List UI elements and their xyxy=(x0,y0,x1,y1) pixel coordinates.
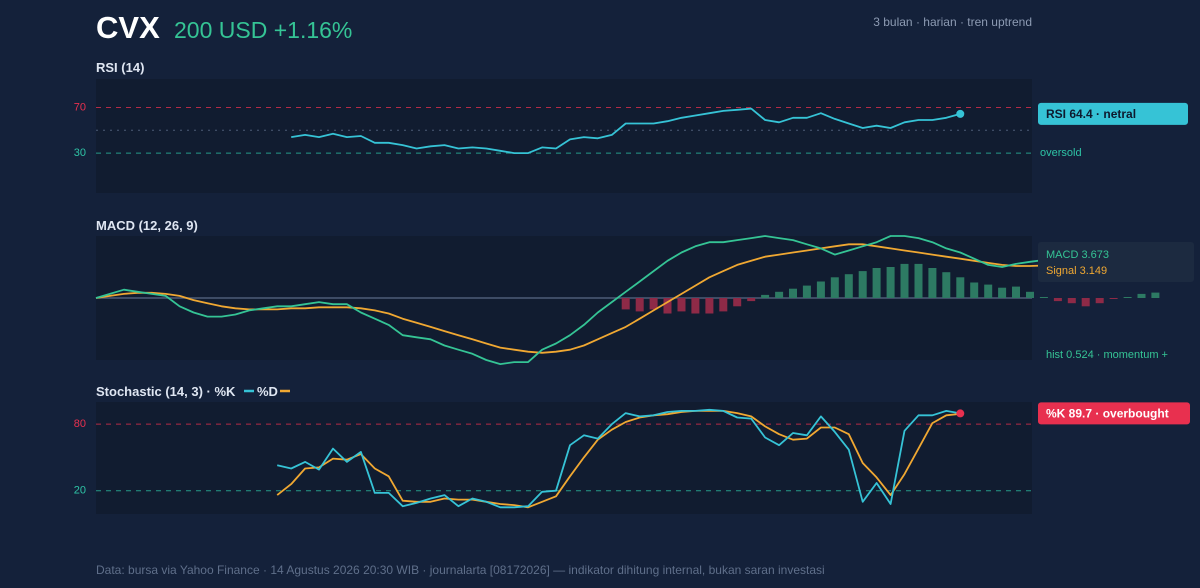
macd-histogram-bar xyxy=(914,263,923,298)
macd-histogram-bar xyxy=(858,271,867,298)
footer-source: Data: bursa via Yahoo Finance · 14 Agust… xyxy=(96,563,825,577)
macd-value-box xyxy=(1038,242,1194,282)
ticker-symbol: CVX xyxy=(96,10,160,45)
rsi-last-point xyxy=(956,109,965,118)
stoch-80-label: 80 xyxy=(74,418,86,430)
stochastic-plot-area xyxy=(96,402,1032,514)
macd-panel: MACD (12, 26, 9) MACD 3.673 Signal 3.149… xyxy=(95,218,1194,365)
macd-histogram-bar xyxy=(677,298,686,312)
d-legend-label: %D xyxy=(257,384,278,399)
macd-histogram-bar xyxy=(789,288,797,298)
macd-histogram-bar xyxy=(942,272,951,298)
macd-histogram-bar xyxy=(733,298,742,307)
macd-value-label: MACD 3.673 xyxy=(1046,249,1109,261)
rsi-badge xyxy=(1038,102,1188,125)
rsi-plot-area xyxy=(96,79,1032,193)
macd-histogram-bar xyxy=(747,298,756,302)
timeframe-info: 3 bulan · harian · tren uptrend xyxy=(873,15,1032,29)
macd-histogram-bar xyxy=(886,267,895,298)
macd-histogram-bar xyxy=(1123,297,1132,298)
rsi-30-label: 30 xyxy=(74,147,86,159)
macd-histogram-bar xyxy=(621,298,630,310)
macd-histogram-bar xyxy=(635,298,644,312)
macd-histogram-bar xyxy=(1081,298,1090,307)
macd-histogram-bar xyxy=(1109,298,1118,299)
stoch-k-series-line xyxy=(276,408,961,509)
macd-histogram-bar xyxy=(719,298,728,312)
macd-histogram-bar xyxy=(1026,291,1034,298)
stoch-badge-label: %K 89.7 · overbought xyxy=(1046,407,1169,421)
macd-histogram-bar xyxy=(984,284,993,298)
rsi-oversold-text: oversold xyxy=(1040,147,1082,159)
macd-histogram-bar xyxy=(816,281,825,298)
macd-histogram-bar xyxy=(956,277,965,298)
macd-histogram-bar xyxy=(761,294,770,298)
macd-histogram-bar xyxy=(649,298,658,310)
macd-series-line xyxy=(95,235,1045,365)
macd-histogram-bar xyxy=(900,263,909,298)
rsi-series-line xyxy=(291,107,961,154)
macd-histogram-bar xyxy=(928,268,937,298)
macd-histogram-bar xyxy=(663,298,672,314)
stochastic-panel: Stochastic (14, 3) · %K %D 80 20 %K 89.7… xyxy=(74,384,1190,514)
macd-histogram-bar xyxy=(1137,293,1146,298)
macd-histogram-bar xyxy=(998,287,1007,298)
macd-histogram-bar xyxy=(775,291,784,298)
macd-histogram-bar xyxy=(872,268,881,298)
rsi-panel: RSI (14) 70 30 oversold RSI 64.4 · netra… xyxy=(74,60,1188,193)
macd-histogram-bar xyxy=(844,274,853,298)
rsi-badge-label: RSI 64.4 · netral xyxy=(1046,107,1136,121)
macd-histogram-bar xyxy=(970,282,979,298)
signal-value-label: Signal 3.149 xyxy=(1046,265,1107,277)
macd-histogram-bar xyxy=(802,285,811,298)
rsi-title: RSI (14) xyxy=(96,60,144,75)
price-change: 200 USD +1.16% xyxy=(174,17,353,43)
macd-title: MACD (12, 26, 9) xyxy=(96,218,198,233)
hist-value-label: hist 0.524 · momentum + xyxy=(1046,349,1168,361)
macd-histogram-bar xyxy=(691,298,700,314)
macd-histogram-bar xyxy=(830,277,839,298)
stochastic-title: Stochastic (14, 3) · %K xyxy=(96,384,236,399)
macd-histogram xyxy=(621,263,1160,314)
macd-histogram-bar xyxy=(1053,298,1062,302)
macd-histogram-bar xyxy=(705,298,714,314)
stoch-last-point xyxy=(956,409,965,418)
macd-histogram-bar xyxy=(1095,298,1104,304)
macd-histogram-bar xyxy=(1012,286,1020,298)
stoch-20-label: 20 xyxy=(74,485,86,497)
macd-histogram-bar xyxy=(1067,298,1076,304)
macd-histogram-bar xyxy=(1039,297,1048,298)
macd-histogram-bar xyxy=(1151,292,1160,298)
rsi-70-label: 70 xyxy=(74,101,86,113)
stoch-badge xyxy=(1038,402,1190,425)
stoch-d-series-line xyxy=(276,410,961,509)
